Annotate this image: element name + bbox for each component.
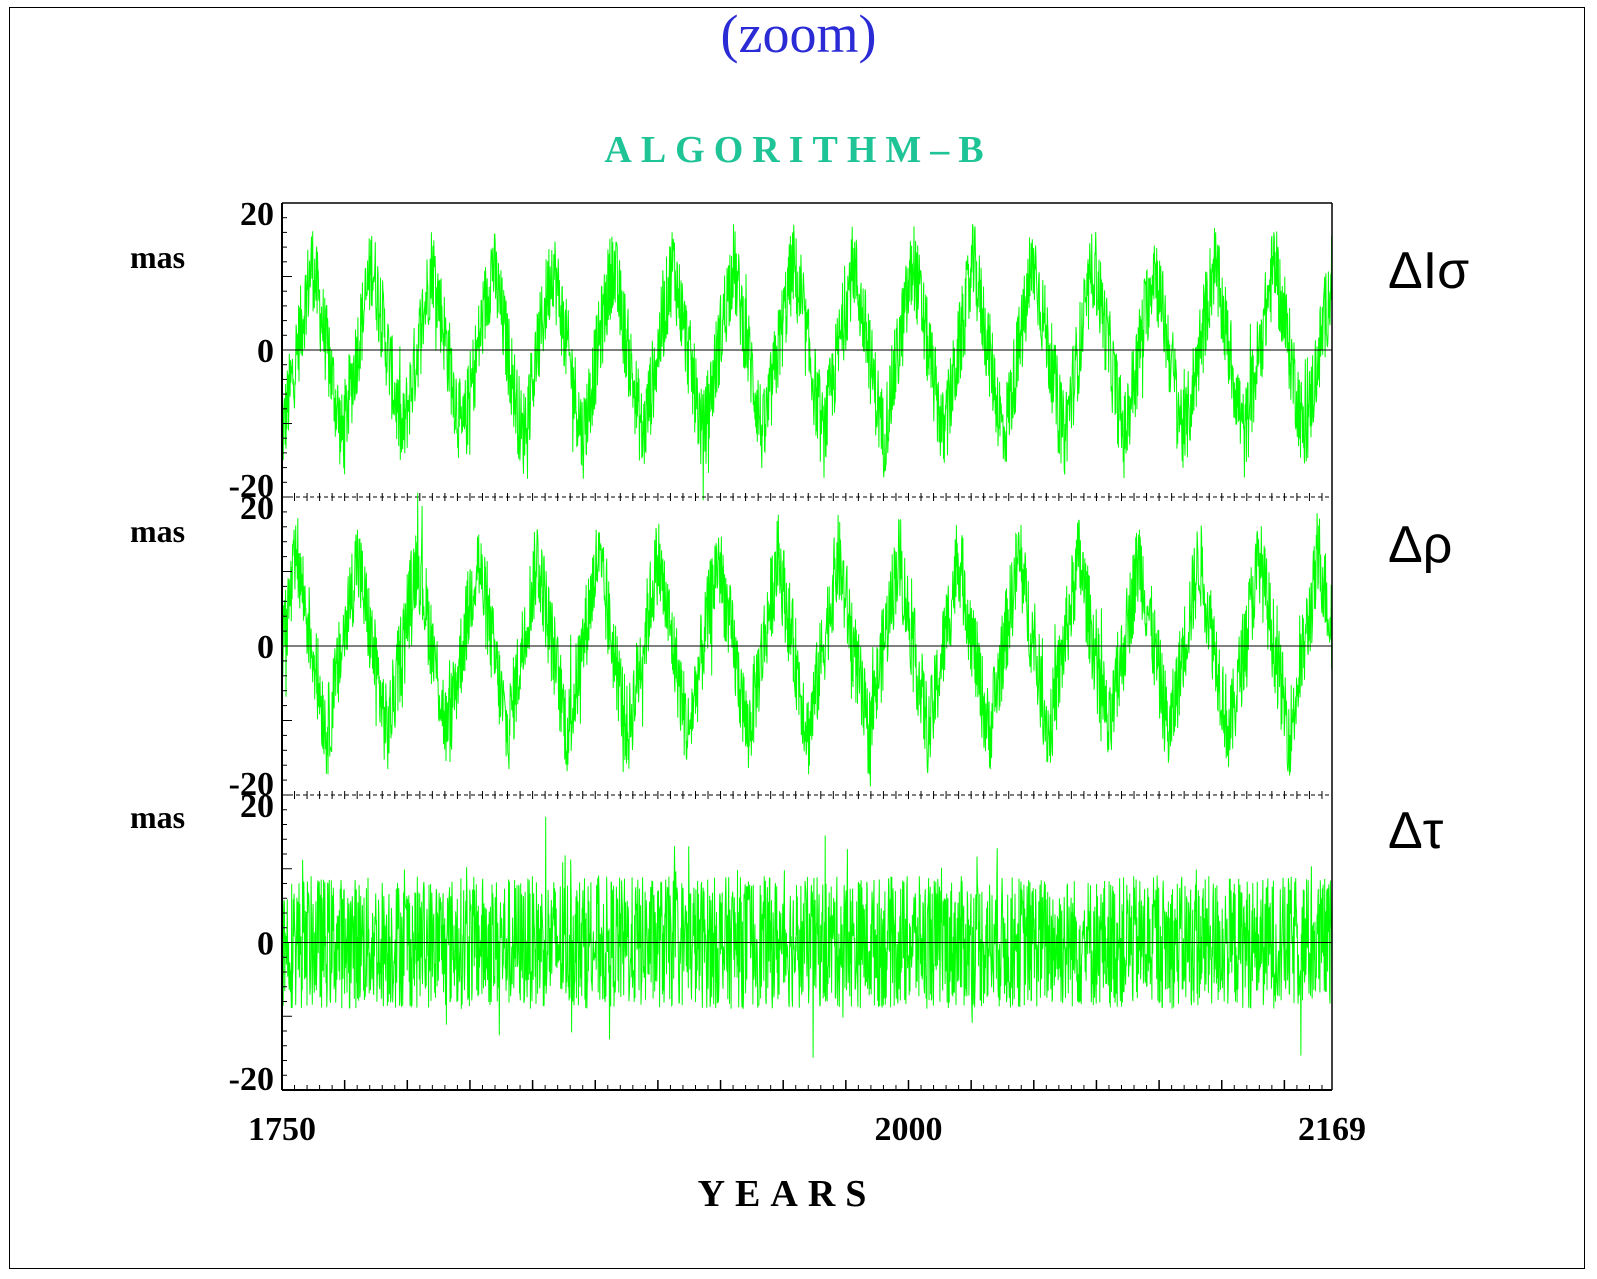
x-tick-label: 1750 bbox=[248, 1111, 316, 1148]
series-line-1 bbox=[281, 224, 1333, 501]
y-tick-label: 20 bbox=[240, 788, 274, 825]
x-tick-label: 2000 bbox=[874, 1111, 942, 1148]
series-label: ΔIσ bbox=[1388, 242, 1469, 300]
chart-title: ALGORITHM–B bbox=[604, 129, 993, 171]
y-tick-label: -20 bbox=[229, 468, 274, 505]
y-tick-label: -20 bbox=[229, 1061, 274, 1098]
y-axis-label: mas bbox=[130, 239, 185, 275]
x-axis-label: YEARS bbox=[698, 1173, 877, 1215]
y-tick-label: 20 bbox=[240, 196, 274, 233]
x-tick-label: 2169 bbox=[1298, 1111, 1366, 1148]
series-label: Δτ bbox=[1388, 802, 1444, 860]
series-label: Δρ bbox=[1388, 516, 1452, 574]
series-line-2 bbox=[281, 492, 1333, 787]
figure-frame bbox=[9, 7, 1585, 1269]
y-axis-label: mas bbox=[130, 799, 185, 835]
y-tick-label: 0 bbox=[257, 333, 274, 370]
y-tick-label: -20 bbox=[229, 766, 274, 803]
series-line-3 bbox=[281, 816, 1333, 1058]
y-tick-label: 20 bbox=[240, 490, 274, 527]
y-tick-label: 0 bbox=[257, 629, 274, 666]
y-tick-label: 0 bbox=[257, 926, 274, 963]
zoom-caption: (zoom) bbox=[720, 4, 877, 64]
y-axis-label: mas bbox=[130, 513, 185, 549]
